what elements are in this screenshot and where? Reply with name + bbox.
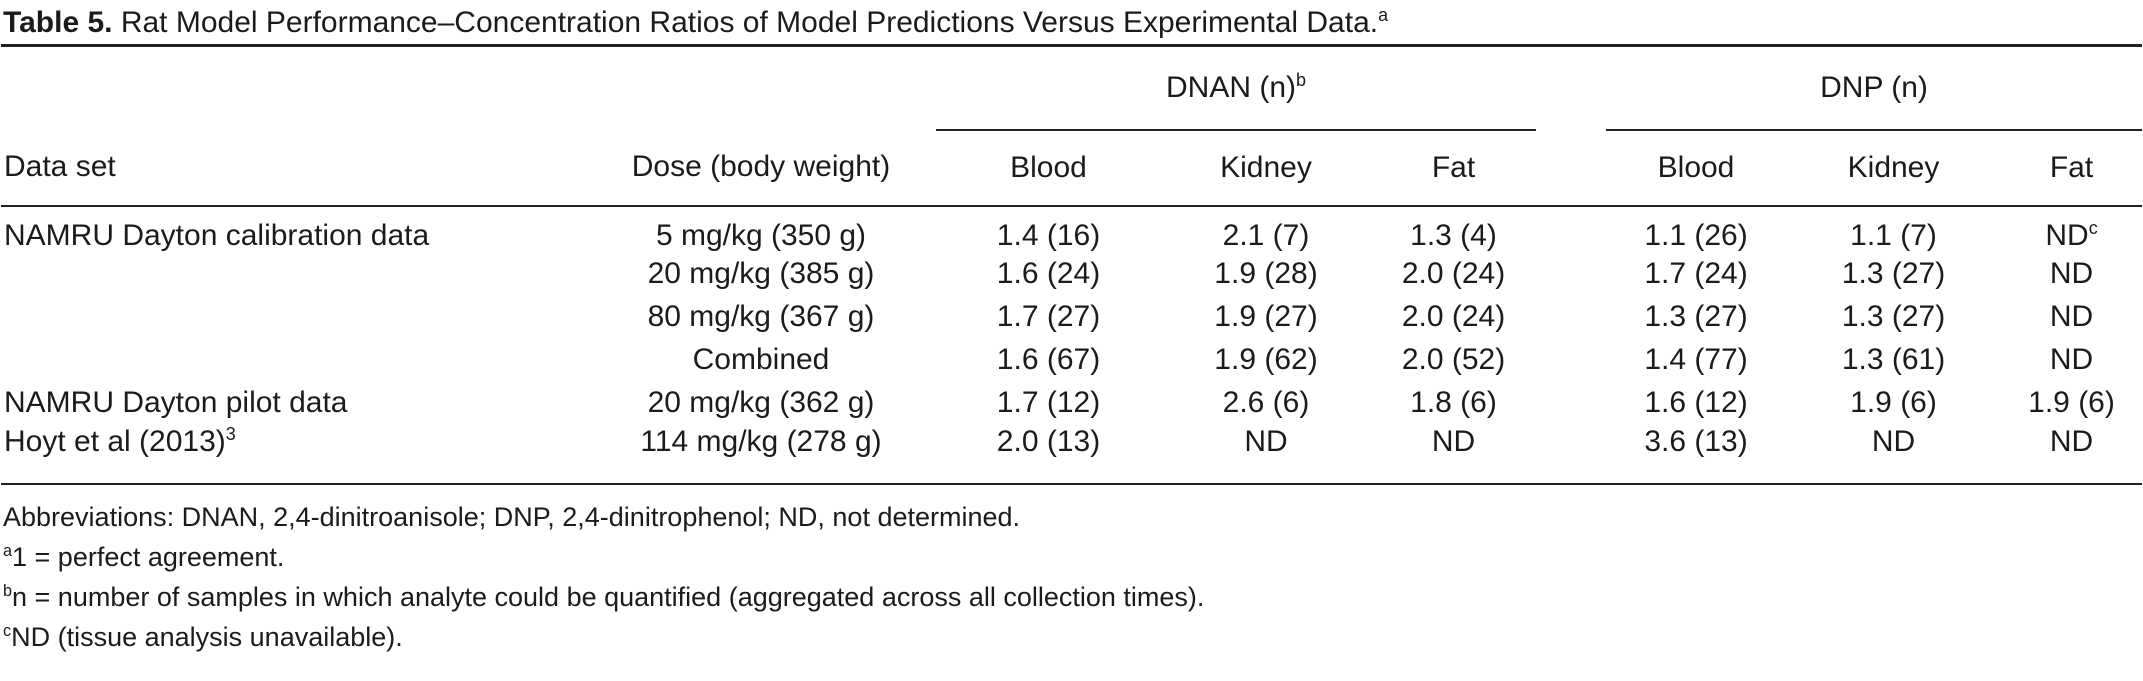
cell-value: 3.6 (13) bbox=[1644, 424, 1748, 458]
footnote-b: bn = number of samples in which analyte … bbox=[3, 577, 2143, 617]
reference-superscript: 3 bbox=[225, 423, 236, 444]
footnotes: Abbreviations: DNAN, 2,4-dinitroanisole;… bbox=[3, 497, 2143, 657]
cell-dataset: NAMRU Dayton pilot data bbox=[4, 386, 348, 419]
footnote-marker: a bbox=[3, 541, 13, 560]
cell-value: 1.8 (6) bbox=[1410, 386, 1497, 419]
cell-gap bbox=[1536, 382, 1606, 425]
cell-dose: 5 mg/kg (350 g) bbox=[655, 218, 867, 252]
cell-value: ND bbox=[2049, 343, 2094, 376]
cell-dose: 80 mg/kg (367 g) bbox=[647, 300, 875, 333]
cell-value: NDc bbox=[2045, 217, 2098, 252]
column-header-dnan-fat: Fat bbox=[1371, 129, 1537, 207]
table-row: 20 mg/kg (385 g) 1.6 (24) 1.9 (28) 2.0 (24)… bbox=[1, 253, 2142, 296]
column-header-dnp-kidney: Kidney bbox=[1786, 129, 2002, 207]
cell-value: 1.3 (27) bbox=[1644, 300, 1748, 333]
cell-value: 2.6 (6) bbox=[1222, 386, 1310, 419]
cell-value: 1.7 (27) bbox=[996, 300, 1101, 333]
cell-dataset: Hoyt et al (2013)3 bbox=[4, 423, 236, 458]
cell-dose: 20 mg/kg (362 g) bbox=[647, 386, 875, 419]
footnote-text: n = number of samples in which analyte c… bbox=[12, 581, 1205, 612]
cell-dataset: NAMRU Dayton calibration data bbox=[4, 218, 430, 252]
title-footnote-marker: a bbox=[1378, 5, 1389, 25]
cell-dataset bbox=[1, 253, 586, 296]
table-row: Hoyt et al (2013)3 114 mg/kg (278 g) 2.0 (… bbox=[1, 425, 2142, 484]
cell-value: 1.1 (7) bbox=[1850, 218, 1937, 252]
cell-dataset bbox=[1, 339, 586, 382]
table-row: 80 mg/kg (367 g) 1.7 (27) 1.9 (27) 2.0 (24)… bbox=[1, 296, 2142, 339]
column-header-dnp-fat: Fat bbox=[2001, 129, 2143, 207]
cell-value: 1.4 (77) bbox=[1644, 343, 1748, 376]
cell-value: ND bbox=[1244, 424, 1288, 458]
cell-dose: Combined bbox=[692, 343, 830, 376]
footnote-marker: b bbox=[3, 581, 13, 600]
footnote-marker-c: c bbox=[2088, 217, 2098, 238]
table-row: NAMRU Dayton calibration data 5 mg/kg (35… bbox=[1, 206, 2142, 253]
cell-value: 1.9 (28) bbox=[1214, 257, 1318, 290]
cell-value: 1.9 (27) bbox=[1214, 300, 1318, 333]
footnote-marker-b: b bbox=[1296, 69, 1307, 90]
cell-value: 2.0 (24) bbox=[1401, 300, 1506, 333]
column-header-dnp-blood: Blood bbox=[1606, 129, 1787, 207]
group-header-spacer bbox=[1, 46, 936, 130]
column-header-dose: Dose (body weight) bbox=[586, 129, 936, 207]
column-header-row: Data set Dose (body weight) Blood Kidney… bbox=[1, 129, 2143, 207]
cell-gap bbox=[1536, 425, 1606, 484]
group-header-dnp-label: DNP (n) bbox=[1820, 70, 1928, 104]
performance-ratio-table: DNAN (n)b DNP (n) Data set Dose (body we… bbox=[1, 44, 2143, 485]
cell-gap bbox=[1536, 253, 1606, 296]
footnote-text: Abbreviations: DNAN, 2,4-dinitroanisole;… bbox=[3, 501, 1021, 532]
group-header-row: DNAN (n)b DNP (n) bbox=[1, 45, 2143, 131]
cell-value: 2.0 (52) bbox=[1401, 343, 1506, 376]
column-header-dnan-kidney: Kidney bbox=[1161, 129, 1371, 207]
cell-value: 1.4 (16) bbox=[996, 218, 1101, 252]
group-header-dnp: DNP (n) bbox=[1606, 45, 2143, 131]
cell-value: 1.1 (26) bbox=[1644, 218, 1748, 252]
footnote-c: cND (tissue analysis unavailable). bbox=[3, 617, 2143, 657]
group-header-dnan: DNAN (n)b bbox=[936, 45, 1537, 131]
cell-gap bbox=[1536, 339, 1606, 382]
cell-value: ND bbox=[2049, 257, 2094, 290]
column-header-gap bbox=[1536, 129, 1607, 207]
cell-gap bbox=[1536, 206, 1606, 253]
footnote-text: ND (tissue analysis unavailable). bbox=[11, 621, 403, 652]
cell-value: 1.7 (12) bbox=[996, 386, 1101, 419]
cell-value: 1.3 (61) bbox=[1841, 343, 1946, 376]
cell-value: 1.9 (6) bbox=[1850, 386, 1937, 419]
cell-value: 1.7 (24) bbox=[1644, 257, 1748, 290]
table-title: Table 5. Rat Model Performance–Concentra… bbox=[0, 0, 2143, 44]
footnote-abbreviations: Abbreviations: DNAN, 2,4-dinitroanisole;… bbox=[3, 497, 2143, 537]
table-body: NAMRU Dayton calibration data 5 mg/kg (35… bbox=[1, 206, 2142, 484]
cell-value: 1.3 (27) bbox=[1841, 300, 1946, 333]
footnote-a: a1 = perfect agreement. bbox=[3, 537, 2143, 577]
cell-value: 2.0 (24) bbox=[1401, 257, 1506, 290]
cell-value: 1.3 (27) bbox=[1841, 257, 1946, 290]
table-number-label: Table 5. bbox=[3, 6, 113, 39]
cell-gap bbox=[1536, 296, 1606, 339]
group-gap bbox=[1536, 46, 1606, 130]
cell-value: 1.6 (12) bbox=[1644, 386, 1748, 419]
cell-dataset bbox=[1, 296, 586, 339]
cell-value: ND bbox=[2049, 424, 2094, 458]
cell-value: ND bbox=[1431, 424, 1476, 458]
cell-value: 1.6 (67) bbox=[996, 343, 1101, 376]
cell-value: 1.9 (6) bbox=[2028, 386, 2115, 419]
cell-dose: 20 mg/kg (385 g) bbox=[647, 257, 875, 290]
column-header-dataset: Data set bbox=[1, 129, 586, 207]
cell-value: ND bbox=[2049, 300, 2094, 333]
footnote-marker: c bbox=[3, 621, 12, 640]
table-row: NAMRU Dayton pilot data 20 mg/kg (362 g) 1… bbox=[1, 382, 2142, 425]
footnote-text: 1 = perfect agreement. bbox=[12, 541, 285, 572]
table-row: Combined 1.6 (67) 1.9 (62) 2.0 (52) 1.4 (77)… bbox=[1, 339, 2142, 382]
cell-value: 1.6 (24) bbox=[996, 257, 1101, 290]
cell-value: 2.0 (13) bbox=[996, 424, 1101, 458]
cell-value: ND bbox=[1871, 424, 1916, 458]
cell-dose: 114 mg/kg (278 g) bbox=[640, 424, 882, 458]
group-header-dnan-label: DNAN (n) bbox=[1165, 70, 1296, 104]
cell-value: 1.9 (62) bbox=[1214, 343, 1318, 376]
cell-value: 1.3 (4) bbox=[1410, 218, 1497, 252]
table-title-text: Rat Model Performance–Concentration Rati… bbox=[112, 6, 1379, 39]
cell-value: 2.1 (7) bbox=[1222, 218, 1310, 252]
column-header-dnan-blood: Blood bbox=[936, 129, 1161, 207]
